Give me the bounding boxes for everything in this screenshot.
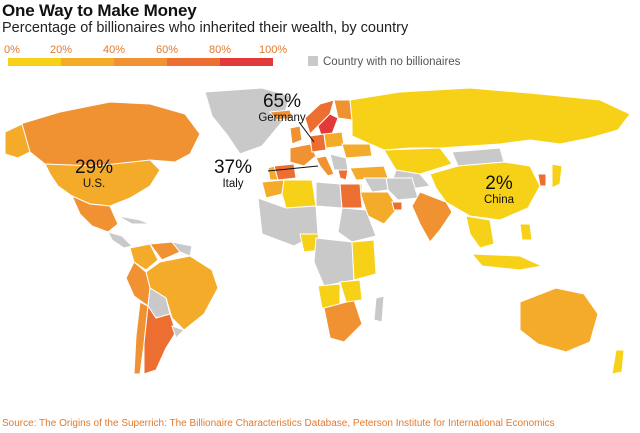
legend-tick: 60%: [156, 44, 179, 56]
callout-germany: 65% Germany: [252, 92, 312, 125]
country-sudan-ethiopia: [337, 207, 377, 243]
chart-subtitle: Percentage of billionaires who inherited…: [2, 20, 409, 36]
country-central-africa: [313, 237, 355, 287]
no-billionaires-legend: Country with no billionaires: [308, 56, 460, 68]
country-france: [289, 143, 317, 167]
country-poland: [323, 131, 345, 149]
country-uk: [289, 125, 303, 145]
country-indonesia: [470, 253, 544, 271]
country-greece: [337, 169, 349, 181]
country-usa: [44, 159, 161, 207]
country-iraq-syria: [363, 177, 389, 193]
country-colombia: [129, 243, 159, 271]
country-india: [411, 191, 453, 243]
callout-china: 2% China: [474, 174, 524, 207]
country-ukraine: [341, 143, 373, 159]
legend-swatch-0-20: [8, 58, 61, 66]
country-southern-africa: [323, 299, 363, 343]
country-uae: [391, 201, 403, 211]
italy-leader-line: [267, 165, 319, 172]
callout-italy: 37% Italy: [208, 158, 258, 191]
country-australia: [519, 287, 599, 353]
country-canada: [14, 101, 201, 167]
country-portugal: [267, 165, 279, 181]
callout-italy-value: 37%: [213, 157, 253, 178]
country-philippines: [519, 223, 533, 241]
callout-usa: 29% U.S.: [64, 158, 124, 191]
world-map: [4, 87, 631, 375]
legend-tick: 100%: [259, 44, 288, 56]
color-legend: 0% 20% 40% 60% 80% 100%: [0, 44, 287, 74]
country-alaska: [4, 123, 31, 159]
country-new-zealand: [611, 349, 625, 375]
country-greenland: [204, 87, 291, 155]
callout-germany-name: Germany: [258, 112, 306, 124]
country-egypt: [339, 183, 363, 209]
chart-title: One Way to Make Money: [2, 1, 197, 20]
country-mexico: [71, 195, 119, 233]
source-note: Source: The Origins of the Superrich: Th…: [2, 418, 555, 429]
country-uruguay: [171, 325, 185, 339]
callout-china-name: China: [483, 194, 515, 206]
legend-tick: 80%: [209, 44, 232, 56]
country-argentina: [143, 304, 177, 375]
country-morocco: [261, 179, 285, 199]
legend-swatch-80-100: [220, 58, 273, 66]
country-zambia-zimbabwe: [339, 279, 363, 303]
callout-germany-value: 65%: [262, 91, 302, 112]
country-japan: [551, 163, 563, 189]
no-data-swatch: [308, 56, 318, 66]
legend-swatch-20-40: [61, 58, 114, 66]
country-italy: [315, 155, 335, 177]
country-southeast-asia: [465, 215, 495, 249]
country-kazakhstan: [383, 147, 453, 175]
no-data-label: Country with no billionaires: [323, 56, 461, 68]
country-russia: [349, 87, 631, 151]
country-algeria: [281, 179, 317, 209]
country-china: [429, 161, 541, 221]
country-germany: [309, 133, 327, 153]
country-central-america: [107, 231, 133, 249]
legend-tick: 20%: [50, 44, 73, 56]
callout-usa-name: U.S.: [82, 178, 106, 190]
country-kenya-tanzania: [351, 239, 377, 281]
country-libya: [315, 181, 343, 209]
legend-tick: 0%: [4, 44, 20, 56]
legend-swatch-40-60: [114, 58, 167, 66]
callout-china-value: 2%: [485, 173, 513, 194]
callout-italy-name: Italy: [222, 178, 244, 190]
country-caribbean: [117, 215, 151, 225]
legend-swatch-60-80: [167, 58, 220, 66]
country-iceland: [269, 109, 293, 121]
callout-usa-value: 29%: [74, 157, 114, 178]
legend-tick: 40%: [103, 44, 126, 56]
country-madagascar: [373, 295, 385, 323]
country-korea: [537, 173, 547, 187]
germany-leader-line: [298, 121, 315, 143]
